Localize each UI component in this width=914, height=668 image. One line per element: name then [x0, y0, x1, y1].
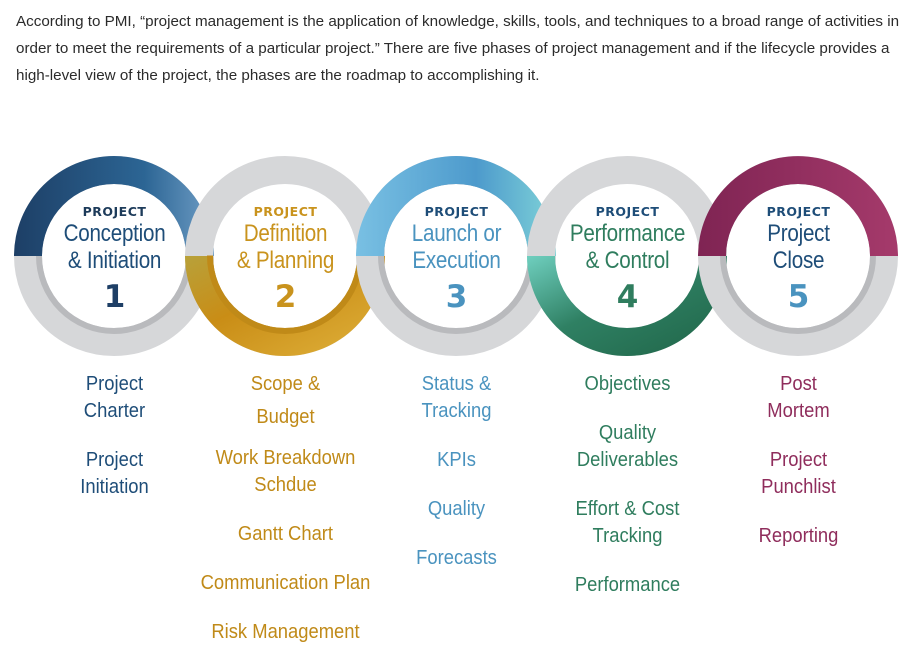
phase-5-item-line: Punchlist: [761, 476, 836, 498]
phase-3-item-line: Tracking: [421, 400, 492, 422]
phase-3-item: Status & Tracking: [359, 371, 553, 425]
phase-3-item-line: KPIs: [437, 449, 476, 471]
phase-ring-1-arc: [14, 156, 214, 256]
phase-2-item: Work Breakdown Schdue: [188, 445, 382, 499]
phase-5-title-line1: Project: [767, 220, 830, 247]
phase-ring-5: [698, 156, 898, 356]
phase-2-title-line2: & Planning: [236, 247, 335, 274]
phase-3-title-line2: Execution: [412, 247, 501, 274]
phase-4-title-line2: & Control: [585, 247, 670, 274]
phase-5-items: Post Mortem Project Punchlist Reporting: [713, 371, 884, 572]
phase-5-item-line: Mortem: [767, 400, 830, 422]
phase-4-item-line: Quality: [598, 422, 657, 444]
phase-5-number: 5: [787, 279, 810, 315]
phase-2-items: Scope & Budget Work Breakdown Schdue Gan…: [200, 371, 371, 668]
phase-2-item: Gantt Chart: [188, 521, 382, 548]
phase-5-item-line: Reporting: [758, 525, 839, 547]
phase-4-item-line: Deliverables: [576, 449, 679, 471]
phase-5-item: Reporting: [701, 523, 895, 550]
phase-1-label: PROJECT: [82, 204, 147, 219]
phase-1-number: 1: [103, 279, 126, 315]
phase-2-item: Scope & Budget: [188, 371, 382, 431]
phase-4-title-line1: Performance: [569, 220, 686, 247]
phase-5-item: Project Punchlist: [701, 447, 895, 501]
phase-2-item-line: Budget: [256, 406, 315, 428]
phase-1-items: Project Charter Project Initiation: [29, 371, 200, 523]
phase-4-item: Effort & Cost Tracking: [530, 496, 724, 550]
phase-3-item: Forecasts: [359, 545, 553, 572]
phase-3-item-line: Forecasts: [416, 547, 497, 569]
phase-5-item-line: Post: [780, 373, 817, 395]
phase-1-item-line: Project: [85, 449, 144, 471]
phase-2-item-line: Risk Management: [211, 621, 360, 643]
phase-3-item-line: Status &: [421, 373, 492, 395]
phase-3-item: Quality: [359, 496, 553, 523]
phase-ring-5-arc: [698, 156, 898, 256]
phase-2-item-line: Schdue: [254, 474, 317, 496]
phase-4-title: Performance & Control: [554, 220, 701, 274]
phase-4-item: Quality Deliverables: [530, 420, 724, 474]
phase-1-title-line2: & Initiation: [67, 247, 162, 274]
phase-4-item-line: Objectives: [584, 373, 671, 395]
phase-1-item-line: Initiation: [80, 476, 149, 498]
phase-4-item: Objectives: [530, 371, 724, 398]
phase-3-item-line: Quality: [427, 498, 486, 520]
phase-4-item-line: Tracking: [592, 525, 663, 547]
phase-3-title: Launch or Execution: [383, 220, 530, 274]
phase-3-items: Status & Tracking KPIs Quality Forecasts: [371, 371, 542, 594]
phase-2-item: Risk Management: [188, 619, 382, 646]
phase-4-item-line: Performance: [574, 574, 681, 596]
phase-3-item: KPIs: [359, 447, 553, 474]
phase-2-item: Communication Plan: [188, 570, 382, 597]
phase-5-title-line2: Close: [772, 247, 825, 274]
phase-2-title: Definition & Planning: [212, 220, 359, 274]
phase-5-item: Post Mortem: [701, 371, 895, 425]
phase-5-item-line: Project: [769, 449, 828, 471]
phase-2-item-line: Work Breakdown: [215, 447, 356, 469]
phase-2-item-line: Scope &: [250, 373, 321, 395]
phase-1-title: Conception & Initiation: [41, 220, 188, 274]
phase-4-item-line: Effort & Cost: [575, 498, 680, 520]
phase-5-title: Project Close: [725, 220, 872, 274]
phase-ring-4-arc: [527, 256, 727, 356]
phase-2-item-line: Communication Plan: [200, 572, 371, 594]
phase-5-label: PROJECT: [766, 204, 831, 219]
phase-1-item: Project Charter: [17, 371, 211, 425]
phase-4-number: 4: [616, 279, 639, 315]
phase-4-item: Performance: [530, 572, 724, 599]
phase-3-title-line1: Launch or: [411, 220, 502, 247]
phase-2-title-line1: Definition: [243, 220, 328, 247]
phase-4-label: PROJECT: [595, 204, 660, 219]
phase-1-item: Project Initiation: [17, 447, 211, 501]
phase-2-label: PROJECT: [253, 204, 318, 219]
phase-ring-3-arc: [356, 156, 556, 256]
phase-3-number: 3: [445, 279, 468, 315]
phase-2-number: 2: [274, 279, 297, 315]
phase-2-item-line: Gantt Chart: [237, 523, 334, 545]
phase-1-title-line1: Conception: [63, 220, 166, 247]
phase-3-label: PROJECT: [424, 204, 489, 219]
phase-1-item-line: Project: [85, 373, 144, 395]
phase-1-item-line: Charter: [83, 400, 146, 422]
intro-paragraph: According to PMI, “project management is…: [16, 13, 900, 84]
phase-ring-2-arc: [185, 256, 385, 356]
phase-4-items: Objectives Quality Deliverables Effort &…: [542, 371, 713, 621]
